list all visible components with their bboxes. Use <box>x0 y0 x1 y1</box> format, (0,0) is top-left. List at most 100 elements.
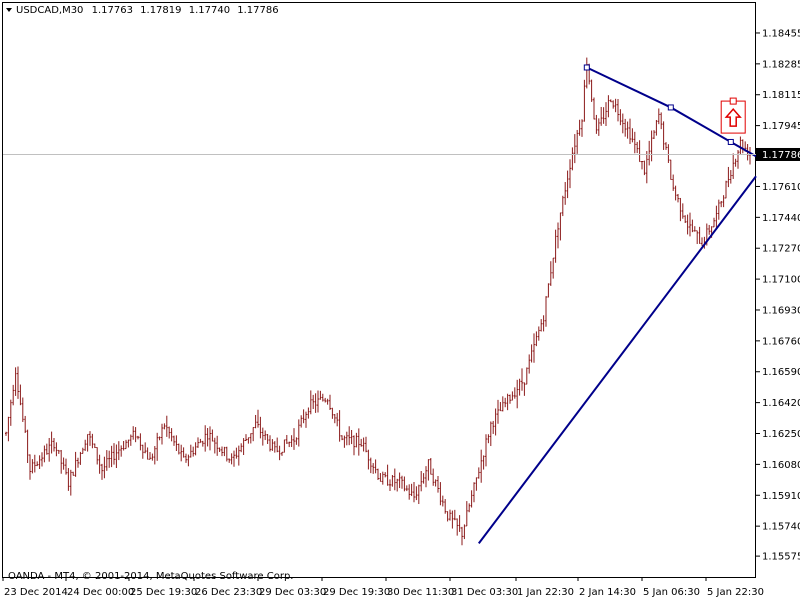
ohlc-bar <box>391 475 394 487</box>
ohlc-bar <box>535 331 538 347</box>
ohlc-bar <box>225 446 228 462</box>
ohlc-bar <box>420 471 423 492</box>
ohlc-bar <box>336 412 339 427</box>
ohlc-bars <box>5 57 751 546</box>
ohlc-bar <box>213 437 216 454</box>
ohlc-bar <box>665 142 667 150</box>
ohlc-bar <box>161 423 163 445</box>
ohlc-bar <box>607 95 610 118</box>
ohlc-bar <box>734 158 737 167</box>
ohlc-bar <box>293 428 295 450</box>
ohlc-bar <box>365 436 367 453</box>
ohlc-bar <box>317 390 319 413</box>
ohlc-bar <box>302 409 305 424</box>
ohlc-bar <box>180 444 183 462</box>
ohlc-bar <box>494 408 497 436</box>
chevron-down-icon[interactable] <box>6 8 12 12</box>
ohlc-bar <box>57 449 60 454</box>
ohlc-bar <box>691 219 694 233</box>
ohlc-bar <box>660 112 663 130</box>
time-tick-label: 24 Dec 00:00 <box>67 587 134 598</box>
ohlc-bar <box>427 459 430 481</box>
ohlc-bar <box>573 134 576 164</box>
price-tick-label: 1.17440 <box>762 213 800 224</box>
ohlc-bar <box>74 451 77 477</box>
ohlc-bar <box>518 378 521 396</box>
ohlc-bar <box>209 426 211 451</box>
ohlc-bar <box>729 170 732 184</box>
arrow-handle[interactable] <box>729 97 737 105</box>
ohlc-bar <box>453 509 456 521</box>
ohlc-bar <box>422 473 425 484</box>
ohlc-bar <box>271 439 274 451</box>
ohlc-bar <box>437 476 439 493</box>
ohlc-bar <box>381 471 384 485</box>
ohlc-bar <box>21 397 24 422</box>
ohlc-bar <box>297 419 300 447</box>
ohlc-bar <box>113 443 115 465</box>
ohlc-bar <box>463 524 466 540</box>
ohlc-bar <box>273 441 276 453</box>
ohlc-bar <box>410 483 413 497</box>
ohlc-bar <box>631 128 634 143</box>
ohlc-bar <box>89 431 91 446</box>
ohlc-bar <box>252 427 255 442</box>
ohlc-bar <box>569 159 571 189</box>
price-tag-value: 1.17786 <box>762 150 800 161</box>
ohlc-bar <box>134 427 137 443</box>
ohlc-bar <box>408 484 411 500</box>
ohlc-bar <box>77 457 79 468</box>
ohlc-bar <box>489 421 492 447</box>
ohlc-bar <box>725 180 727 199</box>
ohlc-bar <box>43 445 46 463</box>
ohlc-bar <box>12 384 15 406</box>
ohlc-bar <box>643 160 646 176</box>
time-tick-label: 1 Jan 22:30 <box>517 587 574 598</box>
time-tick-label: 5 Jan 06:30 <box>643 587 700 598</box>
ohlc-bar <box>177 443 180 455</box>
ohlc-bar <box>96 447 99 465</box>
buy-arrow-marker[interactable] <box>720 97 746 134</box>
ohlc-bar <box>405 485 408 492</box>
ohlc-bar <box>717 199 720 220</box>
ohlc-bar <box>533 333 535 363</box>
ohlc-bar <box>7 416 10 442</box>
ohlc-bar <box>633 131 636 154</box>
ohlc-bar <box>17 366 19 399</box>
trendline-handle[interactable] <box>667 104 674 111</box>
ohlc-bar <box>211 429 214 442</box>
ohlc-bar <box>264 430 267 441</box>
ohlc-bar <box>115 444 118 469</box>
ohlc-bar <box>132 426 135 440</box>
ohlc-bar <box>197 437 199 448</box>
ohlc-bar <box>449 509 451 521</box>
ohlc-bar <box>689 212 691 237</box>
ohlc-bar <box>38 455 41 470</box>
trendline-support[interactable] <box>478 175 757 544</box>
ohlc-bar <box>413 482 415 503</box>
price-tick-label: 1.16590 <box>762 367 800 378</box>
ohlc-bar <box>149 452 151 460</box>
ohlc-bar <box>389 479 391 491</box>
ohlc-bar <box>266 434 269 444</box>
trendline-handle[interactable] <box>727 138 734 145</box>
trendline-handle[interactable] <box>583 64 590 71</box>
ohlc-bar <box>218 447 221 453</box>
ohlc-bar <box>367 449 370 470</box>
ohlc-bar <box>24 415 27 434</box>
ohlc-bar <box>528 354 531 374</box>
ohlc-bar <box>590 79 593 102</box>
ohlc-bar <box>542 315 545 332</box>
ohlc-bar <box>9 399 12 426</box>
ohlc-bar <box>377 468 379 480</box>
ohlc-bar <box>693 226 696 232</box>
ohlc-bar <box>713 217 715 228</box>
ohlc-bar <box>398 472 401 489</box>
ohlc-bar <box>163 423 166 430</box>
price-axis[interactable]: 1.18455 1.18285 1.18115 1.17945 1.17610 1.174… <box>756 28 800 563</box>
ohlc-bar <box>451 510 454 529</box>
ohlc-bar <box>566 170 569 199</box>
